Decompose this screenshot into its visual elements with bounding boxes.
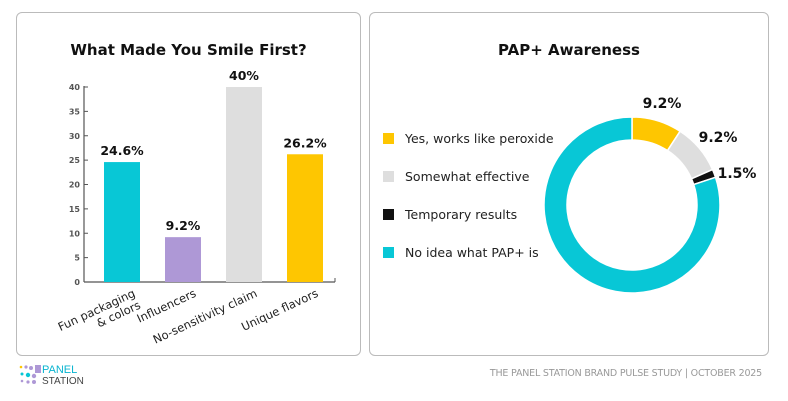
y-tick-label: 0 bbox=[74, 278, 80, 287]
legend-swatch bbox=[383, 247, 394, 258]
x-tick-label: Fun packaging& colors bbox=[56, 286, 143, 346]
bar-data-label: 40% bbox=[229, 68, 259, 83]
bar-data-label: 24.6% bbox=[100, 143, 144, 158]
bar bbox=[226, 87, 262, 282]
slice-data-label: 9.2% bbox=[643, 96, 682, 112]
y-tick-label: 5 bbox=[74, 254, 80, 263]
svg-text:STATION: STATION bbox=[42, 376, 84, 387]
slice-data-label: 1.5% bbox=[718, 166, 757, 182]
x-tick-label: No-sensitivity claim bbox=[151, 286, 259, 347]
bar-data-label: 9.2% bbox=[166, 218, 201, 233]
legend-item: Yes, works like peroxide bbox=[383, 131, 554, 146]
y-tick-label: 35 bbox=[69, 107, 81, 116]
bar bbox=[287, 154, 323, 282]
legend-item: No idea what PAP+ is bbox=[383, 245, 539, 260]
y-tick-label: 15 bbox=[69, 205, 81, 214]
donut-chart-title: PAP+ Awareness bbox=[498, 41, 640, 59]
y-tick-label: 40 bbox=[69, 83, 81, 92]
legend-swatch bbox=[383, 133, 394, 144]
svg-text:PANEL: PANEL bbox=[42, 364, 77, 376]
donut-slice bbox=[543, 116, 721, 294]
bar-data-label: 26.2% bbox=[283, 135, 327, 150]
y-tick-label: 10 bbox=[69, 229, 81, 238]
legend-label: Temporary results bbox=[405, 207, 518, 222]
y-tick-label: 30 bbox=[69, 132, 81, 141]
y-tick-label: 25 bbox=[69, 156, 81, 165]
bar bbox=[104, 162, 140, 282]
legend-swatch bbox=[383, 209, 394, 220]
legend-swatch bbox=[383, 171, 394, 182]
legend-label: No idea what PAP+ is bbox=[405, 245, 539, 260]
legend-label: Yes, works like peroxide bbox=[405, 131, 554, 146]
slice-data-label: 9.2% bbox=[699, 130, 738, 146]
bar bbox=[165, 237, 201, 282]
bar-chart-title: What Made You Smile First? bbox=[70, 41, 307, 59]
legend-item: Somewhat effective bbox=[383, 169, 529, 184]
y-tick-label: 20 bbox=[69, 181, 81, 190]
panel-station-logo: PANEL STATION bbox=[19, 364, 84, 387]
footer-text: THE PANEL STATION BRAND PULSE STUDY | OC… bbox=[489, 368, 762, 379]
legend-label: Somewhat effective bbox=[405, 169, 530, 184]
legend-item: Temporary results bbox=[383, 207, 517, 222]
